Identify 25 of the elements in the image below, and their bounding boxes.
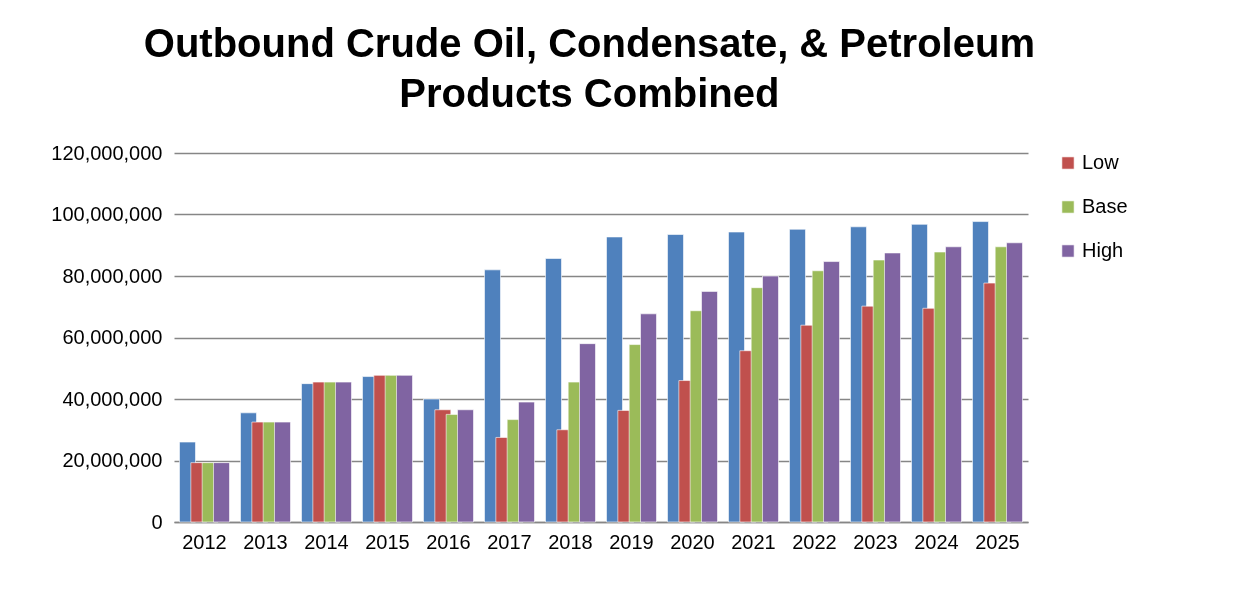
chart-title: Outbound Crude Oil, Condensate, & Petroleum Products Combined <box>143 21 1035 115</box>
y-tick-label: 100,000,000 <box>51 203 163 225</box>
y-tick-label: 120,000,000 <box>51 141 163 164</box>
x-tick-label: 2012 <box>182 530 227 553</box>
y-tick-label: 0 <box>151 510 163 533</box>
x-tick-label: 2019 <box>609 530 654 553</box>
x-tick-label: 2023 <box>853 530 898 553</box>
legend-label: Low <box>1082 151 1120 173</box>
y-tick-label: 80,000,000 <box>62 264 163 287</box>
y-tick-label: 60,000,000 <box>62 326 163 348</box>
x-tick-label: 2017 <box>487 530 532 553</box>
x-tick-label: 2018 <box>548 530 593 553</box>
x-tick-label: 2015 <box>365 530 410 553</box>
x-tick-label: 2021 <box>731 530 776 553</box>
x-tick-label: 2013 <box>243 530 288 553</box>
x-tick-label: 2014 <box>304 530 349 553</box>
legend-label: High <box>1082 239 1124 261</box>
y-tick-label: 40,000,000 <box>62 387 163 410</box>
legend-label: Base <box>1082 195 1128 217</box>
x-tick-label: 2016 <box>426 530 471 553</box>
x-tick-label: 2025 <box>975 530 1020 553</box>
x-tick-label: 2020 <box>670 530 715 553</box>
x-tick-label: 2024 <box>914 530 959 553</box>
y-tick-label: 20,000,000 <box>62 449 163 471</box>
x-tick-label: 2022 <box>792 530 837 553</box>
